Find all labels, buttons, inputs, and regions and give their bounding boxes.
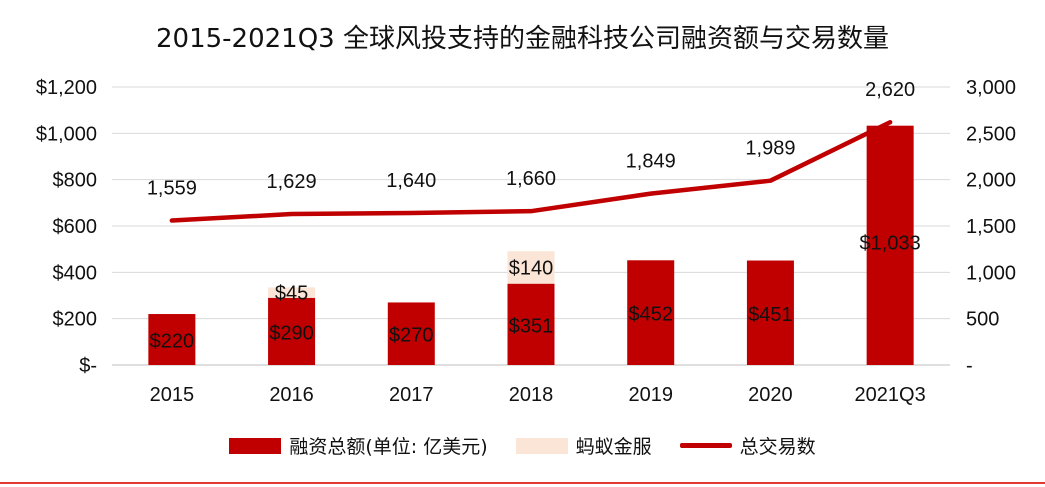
y2-tick-label: 2,500 [966, 123, 1016, 145]
x-tick-label: 2017 [389, 384, 434, 406]
ant-value-label: $45 [275, 283, 308, 305]
legend-item-funding: 融资总额(单位: 亿美元) [229, 432, 488, 459]
x-tick-label: 2021Q3 [855, 384, 926, 406]
x-tick-label: 2019 [628, 384, 673, 406]
y-tick-label: $400 [53, 262, 98, 284]
line-total-deals [169, 119, 893, 223]
bar-funding [627, 260, 675, 365]
legend-swatch-funding [229, 437, 282, 454]
x-tick-label: 2018 [509, 384, 554, 406]
bar-funding [746, 260, 794, 365]
legend-item-deals: 总交易数 [679, 432, 816, 459]
line-value-label: 1,849 [626, 151, 676, 173]
bar-value-label: $451 [748, 304, 793, 326]
bar-funding [268, 297, 316, 365]
bottom-rule [0, 482, 1045, 484]
y-tick-label: $- [79, 355, 97, 377]
legend-item-ant: 蚂蚁金服 [515, 432, 652, 459]
line-value-label: 1,629 [267, 171, 317, 193]
y2-tick-label: 3,000 [966, 77, 1016, 99]
bar-funding [507, 283, 555, 365]
y2-tick-label: - [966, 355, 973, 377]
legend-swatch-ant [515, 437, 568, 454]
legend: 融资总额(单位: 亿美元) 蚂蚁金服 总交易数 [0, 432, 1045, 459]
x-tick-label: 2020 [748, 384, 793, 406]
bar-value-label: $1,033 [860, 233, 921, 255]
bar-value-label: $270 [389, 325, 434, 347]
line-value-label: 2,620 [865, 79, 915, 101]
y-tick-label: $800 [53, 170, 98, 192]
bar-funding [387, 302, 435, 365]
bar-value-label: $452 [628, 304, 673, 326]
bar-ant-financial [507, 251, 555, 284]
bar-value-label: $220 [150, 331, 195, 353]
legend-swatch-deals [679, 443, 732, 448]
ant-value-label: $140 [509, 257, 554, 279]
legend-label-funding: 融资总额(单位: 亿美元) [289, 436, 488, 458]
line-value-label: 1,660 [506, 168, 556, 190]
y-tick-label: $200 [53, 309, 98, 331]
line-value-label: 1,559 [147, 178, 197, 200]
bar-funding [866, 125, 914, 366]
line-value-label: 1,989 [745, 138, 795, 160]
bar-funding [148, 314, 196, 365]
bar-value-label: $351 [509, 315, 554, 337]
y2-tick-label: 1,500 [966, 216, 1016, 238]
y-tick-label: $600 [53, 216, 98, 238]
x-tick-label: 2016 [269, 384, 314, 406]
y-tick-label: $1,000 [36, 123, 97, 145]
bar-ant-financial [268, 287, 316, 298]
y-tick-label: $1,200 [36, 77, 97, 99]
line-value-label: 1,640 [386, 170, 436, 192]
bar-value-label: $290 [269, 322, 314, 344]
y2-tick-label: 500 [966, 309, 999, 331]
legend-label-ant: 蚂蚁金服 [575, 436, 652, 458]
legend-label-deals: 总交易数 [739, 436, 816, 458]
y2-tick-label: 2,000 [966, 170, 1016, 192]
y2-tick-label: 1,000 [966, 262, 1016, 284]
x-tick-label: 2015 [150, 384, 195, 406]
chart-title: 2015-2021Q3 全球风投支持的金融科技公司融资额与交易数量 [156, 24, 889, 54]
